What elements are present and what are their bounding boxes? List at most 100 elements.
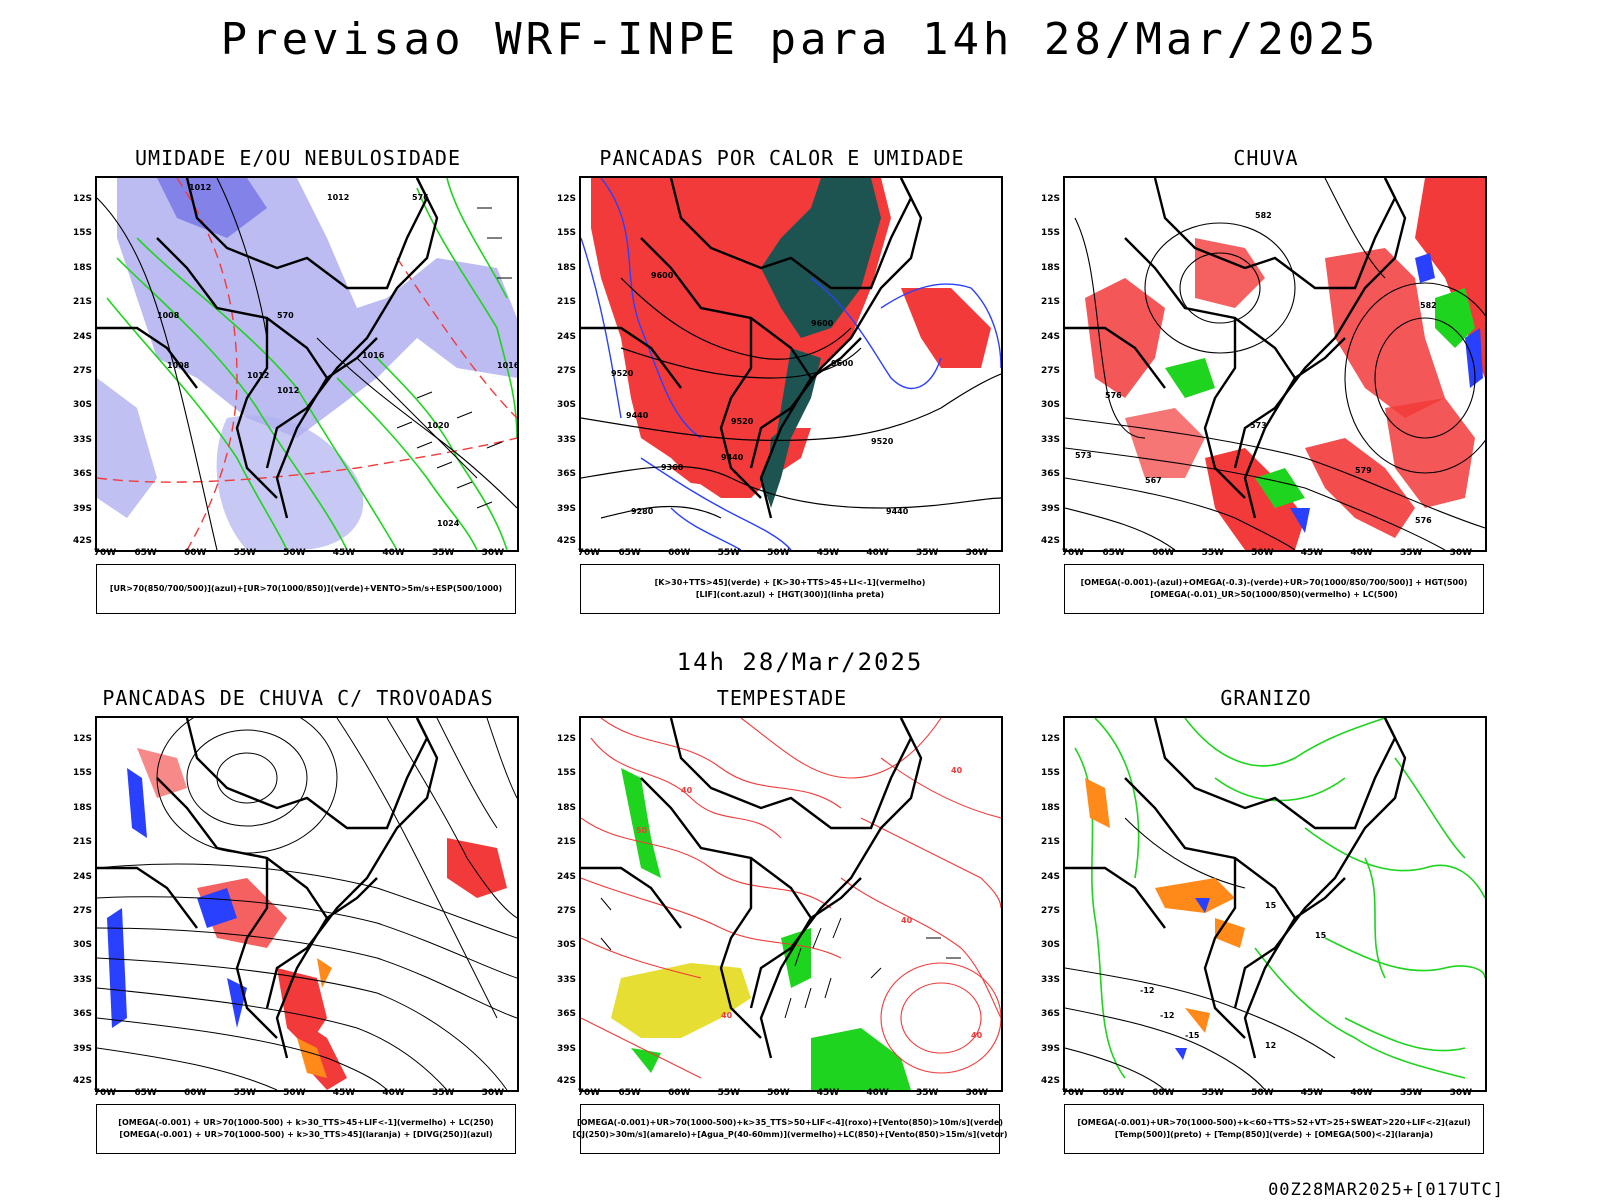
map-chuva[interactable]: 582 582 579 576 573 567 576 573 [1063, 176, 1487, 552]
contour-label: 582 [1420, 301, 1437, 310]
lat-tick-label: 12S [1040, 734, 1060, 744]
lon-tick-label: 50W [283, 548, 306, 558]
map-svg-1: 9600 9520 9440 9360 9280 9520 9440 9600 9600 9520… [581, 178, 1001, 550]
contour-label: 9520 [611, 369, 634, 378]
contour-label: 567 [1145, 476, 1162, 485]
lat-tick-label: 21S [1040, 297, 1060, 308]
lat-tick-label: 42S [1040, 536, 1060, 546]
contour-label: 40 [681, 786, 693, 795]
lon-tick-label: 50W [767, 1088, 790, 1098]
lon-tick-label: 55W [1201, 548, 1225, 558]
main-title: Previsao WRF-INPE para 14h 28/Mar/2025 [220, 14, 1380, 65]
lat-tick-label: 12S [72, 734, 92, 744]
contour-label: 40 [901, 916, 913, 925]
map-umidade[interactable]: 1012 1012 1008 1008 1012 1016 1012 1020 1024 1016… [95, 176, 519, 552]
lat-tick-label: 27S [556, 366, 576, 376]
lat-tick-label: 36S [556, 469, 576, 480]
lat-tick-label: 27S [72, 366, 92, 376]
lat-tick-label: 39S [1040, 1043, 1060, 1054]
lon-tick-label: 55W [233, 548, 257, 558]
lat-tick-label: 21S [556, 837, 576, 848]
lat-tick-label: 42S [72, 1076, 92, 1086]
lat-tick-label: 39S [556, 1043, 576, 1054]
lon-axis: 70W 65W 60W 55W 50W 45W 40W 35W 30W [1062, 1088, 1487, 1100]
legend-line: [OMEGA(-0.001)+UR>70(1000-500)+k>35_TTS>… [577, 1118, 1003, 1127]
lat-tick-label: 27S [72, 906, 92, 916]
lon-tick-label: 30W [965, 548, 989, 558]
lon-tick-label: 35W [1399, 1088, 1423, 1098]
map-svg-5: -12 -15 -12 15 15 12 [1065, 718, 1485, 1090]
lat-tick-label: 12S [72, 194, 92, 204]
lon-tick-label: 35W [915, 548, 939, 558]
lat-tick-label: 33S [72, 974, 92, 985]
contour-label: 9360 [661, 463, 684, 472]
lat-axis: 12S 15S 18S 21S 24S 27S 30S 33S 36S 39S 42S [542, 176, 578, 552]
legend-box: [UR>70(850/700/500)](azul)+[UR>70(1000/8… [96, 564, 516, 614]
lon-tick-label: 40W [382, 1088, 405, 1098]
contour-label: 1024 [437, 519, 460, 528]
lon-tick-label: 50W [283, 1088, 306, 1098]
contour-label: 1008 [157, 311, 180, 320]
lon-tick-label: 60W [1151, 1088, 1175, 1098]
lon-tick-label: 35W [431, 548, 455, 558]
lat-tick-label: 33S [72, 434, 92, 445]
lat-tick-label: 33S [1040, 974, 1060, 985]
contour-label: 15 [1315, 931, 1327, 940]
lat-tick-label: 30S [1040, 400, 1060, 411]
legend-line: [K>30+TTS>45](verde) + [K>30+TTS>45+LI<-… [654, 578, 926, 587]
lat-tick-label: 36S [1040, 1009, 1060, 1020]
map-pancadas-calor[interactable]: 9600 9520 9440 9360 9280 9520 9440 9600 9600 9520… [579, 176, 1003, 552]
lat-tick-label: 24S [556, 871, 576, 882]
lat-tick-label: 12S [1040, 194, 1060, 204]
map-svg-4: 40 40 50 40 40 40 [581, 718, 1001, 1090]
lat-tick-label: 21S [72, 837, 92, 848]
lon-tick-label: 30W [481, 1088, 505, 1098]
contour-label: 40 [971, 1031, 983, 1040]
contour-label: 1012 [327, 193, 349, 202]
contour-label: 573 [1075, 451, 1092, 460]
panel-pancadas-trovoadas: PANCADAS DE CHUVA C/ TROVOADAS 12S 15S 18S… [58, 686, 538, 1156]
panel-title: PANCADAS POR CALOR E UMIDADE [599, 146, 965, 170]
lat-tick-label: 30S [556, 400, 576, 411]
lat-tick-label: 36S [556, 1009, 576, 1020]
legend-box: [OMEGA(-0.001)+UR>70(1000-500)+k>35_TTS>… [572, 1104, 1008, 1154]
contour-label: 9280 [631, 507, 654, 516]
lon-tick-label: 35W [1399, 548, 1423, 558]
lat-tick-label: 12S [556, 194, 576, 204]
contour-label: 1016 [497, 361, 517, 370]
legend-box: [K>30+TTS>45](verde) + [K>30+TTS>45+LI<-… [580, 564, 1000, 614]
lon-tick-label: 40W [866, 1088, 889, 1098]
contour-label: 9440 [626, 411, 649, 420]
lon-tick-label: 30W [1449, 548, 1473, 558]
map-tempestade[interactable]: 40 40 50 40 40 40 [579, 716, 1003, 1092]
lat-tick-label: 24S [1040, 871, 1060, 882]
lon-axis: 70W 65W 60W 55W 50W 45W 40W 35W 30W [1062, 548, 1487, 560]
lon-tick-label: 70W [93, 548, 117, 558]
lat-tick-label: 39S [72, 503, 92, 514]
lat-tick-label: 12S [556, 734, 576, 744]
lat-tick-label: 18S [556, 262, 576, 273]
lon-tick-label: 55W [1201, 1088, 1225, 1098]
panel-title: GRANIZO [1220, 686, 1312, 710]
lon-tick-label: 65W [618, 1088, 641, 1098]
lon-tick-label: 40W [1350, 548, 1373, 558]
lat-tick-label: 36S [72, 469, 92, 480]
lat-tick-label: 15S [1040, 228, 1060, 239]
lon-tick-label: 60W [667, 1088, 691, 1098]
panel-title: TEMPESTADE [716, 686, 848, 710]
legend-line: [Temp(500)](preto) + [Temp(850)](verde) … [1114, 1130, 1434, 1139]
map-svg-0: 1012 1012 1008 1008 1012 1016 1012 1020 1024 1016… [97, 178, 517, 550]
lat-tick-label: 18S [72, 262, 92, 273]
contour-label: 1016 [362, 351, 385, 360]
panel-chuva: CHUVA 12S 15S 18S 21S 24S 27S 30S 33S 36S 39S 42S [1026, 146, 1506, 616]
lon-tick-label: 40W [1350, 1088, 1373, 1098]
map-granizo[interactable]: -12 -15 -12 15 15 12 [1063, 716, 1487, 1092]
panel-umidade: UMIDADE E/OU NEBULOSIDADE 12S 15S 18S 21S 24… [58, 146, 538, 616]
lat-tick-label: 30S [556, 940, 576, 951]
lon-tick-label: 50W [767, 548, 790, 558]
map-pancadas-trovoadas[interactable] [95, 716, 519, 1092]
contour-label: 1008 [167, 361, 190, 370]
lat-tick-label: 27S [556, 906, 576, 916]
lon-tick-label: 45W [816, 1088, 840, 1098]
map-svg-3 [97, 718, 517, 1090]
